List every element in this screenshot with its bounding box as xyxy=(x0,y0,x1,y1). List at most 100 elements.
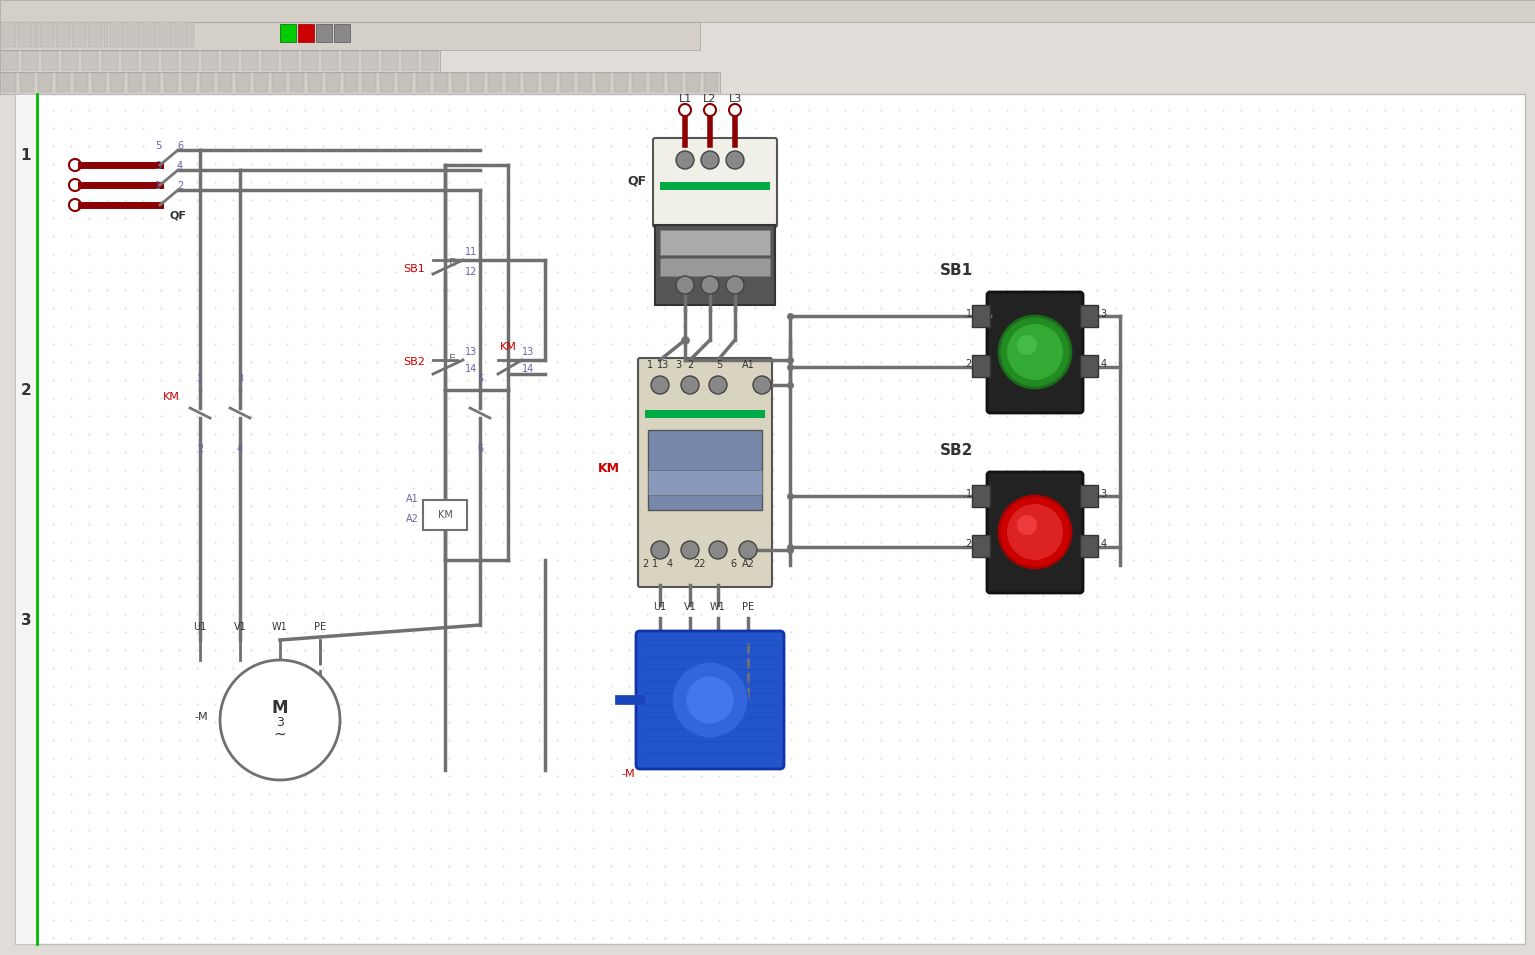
Bar xyxy=(200,73,213,92)
Bar xyxy=(72,22,86,47)
Text: SB2: SB2 xyxy=(939,443,973,458)
Bar xyxy=(101,51,118,70)
Bar xyxy=(596,73,609,92)
Text: 11: 11 xyxy=(465,247,477,257)
Text: L1: L1 xyxy=(678,94,692,104)
Bar xyxy=(972,485,990,507)
Circle shape xyxy=(709,376,728,394)
Bar xyxy=(164,73,178,92)
Circle shape xyxy=(705,104,715,116)
Text: 14: 14 xyxy=(465,364,477,374)
Circle shape xyxy=(672,662,748,738)
Bar xyxy=(972,535,990,557)
Bar xyxy=(282,51,298,70)
Text: .4: .4 xyxy=(1098,359,1107,369)
Circle shape xyxy=(69,179,81,191)
Bar xyxy=(298,24,315,42)
Circle shape xyxy=(999,496,1071,568)
Text: .1: .1 xyxy=(962,309,972,319)
Text: A2: A2 xyxy=(741,559,754,569)
Bar xyxy=(173,22,187,47)
Bar xyxy=(648,430,761,510)
Text: .2: .2 xyxy=(962,359,972,369)
Bar xyxy=(40,22,54,47)
Bar xyxy=(111,73,124,92)
Bar xyxy=(1081,355,1098,377)
Bar xyxy=(81,51,98,70)
Bar xyxy=(2,22,15,47)
Bar xyxy=(542,73,556,92)
Circle shape xyxy=(220,660,339,780)
Text: SB1: SB1 xyxy=(939,263,973,278)
Bar xyxy=(15,94,1524,944)
Bar xyxy=(183,51,198,70)
Bar xyxy=(2,51,18,70)
Bar xyxy=(15,94,37,944)
Bar xyxy=(111,22,124,47)
Bar xyxy=(218,73,232,92)
Circle shape xyxy=(651,541,669,559)
Text: KM: KM xyxy=(163,392,180,402)
Bar xyxy=(163,51,178,70)
Text: .4: .4 xyxy=(1098,539,1107,549)
Bar xyxy=(21,51,38,70)
Circle shape xyxy=(726,276,744,294)
Bar xyxy=(272,73,286,92)
Text: KM: KM xyxy=(599,462,620,475)
Text: 2: 2 xyxy=(20,383,31,397)
Text: 6: 6 xyxy=(177,141,183,151)
Circle shape xyxy=(729,104,741,116)
Bar xyxy=(316,24,332,42)
Text: 3: 3 xyxy=(155,161,161,171)
Bar xyxy=(279,24,296,42)
Bar xyxy=(223,51,238,70)
Circle shape xyxy=(1007,504,1064,560)
Text: QF: QF xyxy=(169,210,186,220)
Circle shape xyxy=(682,376,698,394)
Text: 1: 1 xyxy=(196,374,203,384)
Text: 4: 4 xyxy=(177,161,183,171)
Bar xyxy=(434,73,448,92)
Circle shape xyxy=(675,276,694,294)
Text: .3: .3 xyxy=(1098,309,1107,319)
Text: 12: 12 xyxy=(465,267,477,277)
Bar xyxy=(55,73,71,92)
FancyBboxPatch shape xyxy=(987,472,1084,593)
Bar xyxy=(488,73,502,92)
Bar xyxy=(262,51,278,70)
Circle shape xyxy=(69,159,81,171)
Circle shape xyxy=(738,541,757,559)
Bar xyxy=(104,22,107,47)
Text: 5: 5 xyxy=(155,141,161,151)
Text: 4: 4 xyxy=(666,559,672,569)
Circle shape xyxy=(1007,324,1064,380)
Text: W1: W1 xyxy=(711,602,726,612)
Bar xyxy=(1081,485,1098,507)
Bar xyxy=(2,73,15,92)
Text: SB1: SB1 xyxy=(404,264,425,274)
Bar xyxy=(236,73,250,92)
Circle shape xyxy=(675,151,694,169)
Bar xyxy=(322,51,338,70)
Bar xyxy=(92,73,106,92)
Bar xyxy=(648,470,761,495)
Circle shape xyxy=(709,541,728,559)
Text: 3: 3 xyxy=(276,715,284,729)
Text: 1: 1 xyxy=(646,360,652,370)
Text: -M: -M xyxy=(195,712,209,722)
Bar xyxy=(649,73,665,92)
Text: V1: V1 xyxy=(233,622,247,632)
Bar xyxy=(972,305,990,327)
Circle shape xyxy=(1018,515,1038,535)
Bar xyxy=(18,22,32,47)
Bar xyxy=(290,73,304,92)
Bar xyxy=(0,50,441,72)
Bar xyxy=(87,22,101,47)
Text: L3: L3 xyxy=(729,94,741,104)
Text: 1: 1 xyxy=(652,559,659,569)
Text: .3: .3 xyxy=(1098,489,1107,499)
Bar xyxy=(203,51,218,70)
Bar xyxy=(470,73,484,92)
Bar xyxy=(402,51,418,70)
Bar xyxy=(362,51,378,70)
